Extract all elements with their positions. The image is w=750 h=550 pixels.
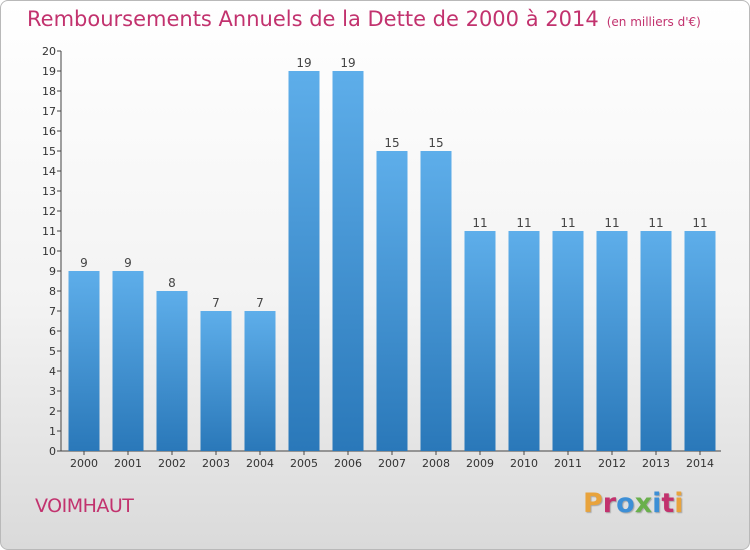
data-label: 11 <box>560 216 575 230</box>
data-label: 8 <box>168 276 176 290</box>
y-tick-label: 1 <box>49 425 56 438</box>
data-label: 11 <box>516 216 531 230</box>
logo-letter: r <box>602 488 617 519</box>
y-tick-label: 7 <box>49 305 56 318</box>
data-label: 19 <box>340 56 355 70</box>
x-tick-label: 2012 <box>598 457 626 470</box>
logo-letter: i <box>652 488 662 519</box>
data-label: 19 <box>296 56 311 70</box>
x-tick-label: 2004 <box>246 457 274 470</box>
bar <box>244 311 276 451</box>
logo-letter: o <box>616 488 635 519</box>
bar <box>376 151 408 451</box>
chart-bars <box>68 71 716 451</box>
x-tick-label: 2005 <box>290 457 318 470</box>
y-tick-label: 13 <box>42 185 56 198</box>
bar <box>288 71 320 451</box>
data-label: 11 <box>472 216 487 230</box>
x-tick-label: 2007 <box>378 457 406 470</box>
data-label: 9 <box>124 256 132 270</box>
y-tick-label: 9 <box>49 265 56 278</box>
logo-letter: i <box>674 488 684 519</box>
bar <box>464 231 496 451</box>
y-tick-label: 15 <box>42 145 56 158</box>
y-tick-label: 19 <box>42 65 56 78</box>
y-tick-label: 8 <box>49 285 56 298</box>
y-tick-label: 17 <box>42 105 56 118</box>
bar <box>200 311 232 451</box>
bar <box>68 271 100 451</box>
data-label: 15 <box>384 136 399 150</box>
data-label: 9 <box>80 256 88 270</box>
bar <box>420 151 452 451</box>
x-tick-label: 2006 <box>334 457 362 470</box>
x-tick-label: 2011 <box>554 457 582 470</box>
place-name: VOIMHAUT <box>35 495 134 517</box>
x-tick-label: 2010 <box>510 457 538 470</box>
y-tick-label: 18 <box>42 85 56 98</box>
bar <box>156 291 188 451</box>
logo-letter: t <box>661 488 675 519</box>
y-tick-label: 12 <box>42 205 56 218</box>
x-tick-label: 2014 <box>686 457 714 470</box>
y-tick-label: 10 <box>42 245 56 258</box>
chart-title: Remboursements Annuels de la Dette de 20… <box>27 7 701 31</box>
x-tick-label: 2013 <box>642 457 670 470</box>
data-label: 15 <box>428 136 443 150</box>
y-tick-label: 0 <box>49 445 56 458</box>
x-tick-label: 2009 <box>466 457 494 470</box>
chart-subtitle: (en milliers d'€) <box>606 15 701 29</box>
y-tick-label: 20 <box>42 45 56 58</box>
proxiti-logo[interactable]: Proxiti <box>583 488 684 519</box>
data-label: 7 <box>212 296 220 310</box>
data-label: 11 <box>692 216 707 230</box>
bar <box>684 231 716 451</box>
y-tick-label: 3 <box>49 385 56 398</box>
x-tick-label: 2002 <box>158 457 186 470</box>
y-tick-label: 4 <box>49 365 56 378</box>
data-label: 11 <box>648 216 663 230</box>
y-tick-label: 6 <box>49 325 56 338</box>
y-tick-label: 16 <box>42 125 56 138</box>
bar <box>640 231 672 451</box>
data-label: 11 <box>604 216 619 230</box>
y-tick-label: 5 <box>49 345 56 358</box>
logo-letter: P <box>583 488 603 519</box>
x-tick-label: 2003 <box>202 457 230 470</box>
logo-letter: x <box>634 488 653 519</box>
bar <box>552 231 584 451</box>
bar <box>332 71 364 451</box>
data-label: 7 <box>256 296 264 310</box>
x-tick-label: 2000 <box>70 457 98 470</box>
x-tick-label: 2008 <box>422 457 450 470</box>
y-tick-label: 14 <box>42 165 56 178</box>
chart-title-text: Remboursements Annuels de la Dette de 20… <box>27 7 599 31</box>
bar <box>112 271 144 451</box>
y-tick-label: 11 <box>42 225 56 238</box>
bar <box>596 231 628 451</box>
x-tick-label: 2001 <box>114 457 142 470</box>
chart-labels: 2000 9 2001 9 2002 8 2003 7 2004 7 2005 19 2006 19 200… <box>70 56 714 470</box>
y-tick-label: 2 <box>49 405 56 418</box>
bar <box>508 231 540 451</box>
